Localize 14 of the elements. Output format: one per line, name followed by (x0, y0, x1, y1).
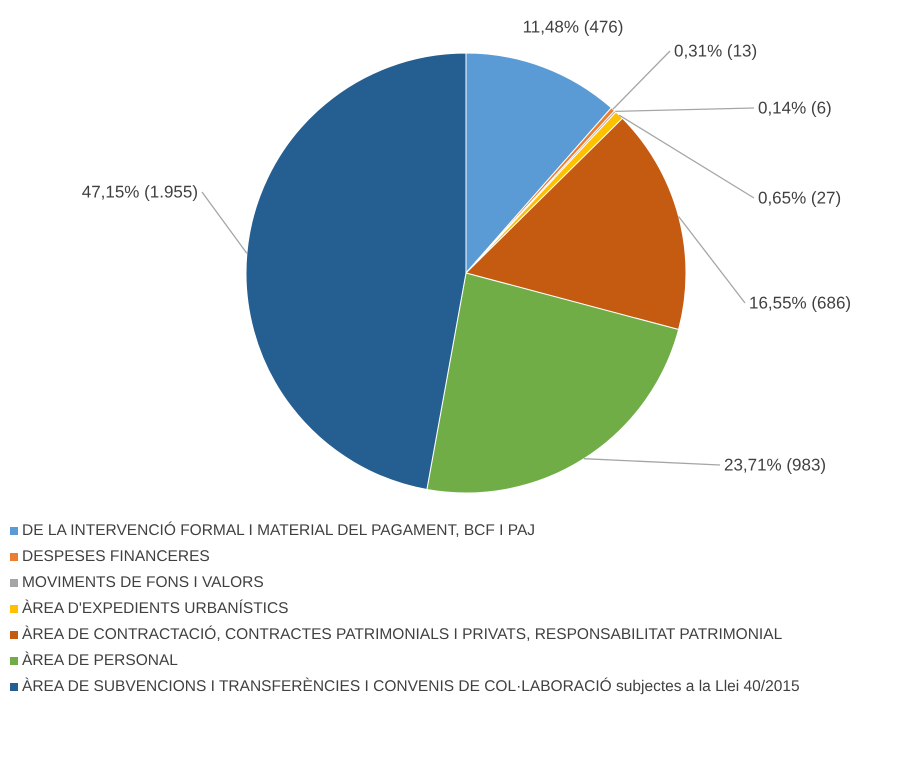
legend-label: ÀREA D'EXPEDIENTS URBANÍSTICS (22, 600, 289, 618)
data-label: 0,31% (13) (674, 42, 758, 60)
data-label: 47,15% (1.955) (82, 182, 198, 202)
legend-label: ÀREA DE CONTRACTACIÓ, CONTRACTES PATRIMONIALS I PRIVATS, RESPONSABILITAT PATRIMONIAL (22, 626, 782, 644)
legend-label: DESPESES FINANCERES (22, 548, 210, 566)
data-label: 16,55% (686) (749, 294, 852, 312)
data-label: 0,65% (27) (758, 188, 842, 208)
data-label: 11,48% (476) (522, 18, 624, 36)
legend-label: ÀREA DE PERSONAL (22, 652, 178, 670)
data-label: 23,71% (983) (724, 456, 826, 474)
legend-label: ÀREA DE SUBVENCIONS I TRANSFERÈNCIES I CONVENIS DE COL·LABORACIÓ subjectes a la Llei 40/2015 (22, 678, 800, 696)
legend-label: MOVIMENTS DE FONS I VALORS (22, 574, 264, 592)
data-label: 0,14% (6) (758, 98, 832, 118)
legend-label: DE LA INTERVENCIÓ FORMAL I MATERIAL DEL PAGAMENT, BCF I PAJ (22, 522, 536, 540)
